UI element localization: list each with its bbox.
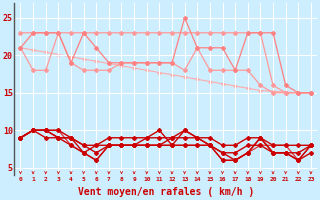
X-axis label: Vent moyen/en rafales ( km/h ): Vent moyen/en rafales ( km/h ) (77, 187, 254, 197)
